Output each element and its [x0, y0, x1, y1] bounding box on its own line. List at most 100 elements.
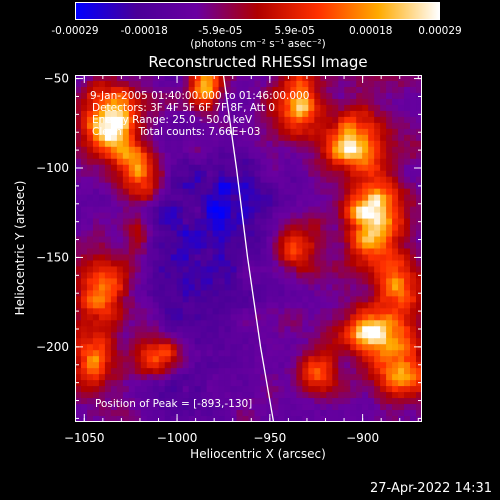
- heatmap-cell: [314, 362, 321, 369]
- heatmap-cell: [86, 152, 94, 160]
- heatmap-cell: [170, 416, 178, 422]
- heatmap-cell: [122, 128, 130, 136]
- heatmap-cell: [338, 410, 345, 417]
- heatmap-cell: [218, 236, 225, 243]
- heatmap-cell: [116, 170, 124, 178]
- heatmap-cell: [200, 374, 208, 381]
- heatmap-cell: [86, 176, 94, 184]
- heatmap-cell: [86, 116, 94, 124]
- heatmap-cell: [164, 374, 172, 381]
- heatmap-cell: [260, 338, 267, 345]
- heatmap-cell: [206, 86, 213, 94]
- heatmap-cell: [392, 338, 399, 345]
- heatmap-cell: [320, 266, 327, 273]
- heatmap-cell: [236, 320, 243, 327]
- heatmap-cell: [170, 206, 178, 213]
- heatmap-cell: [248, 368, 255, 375]
- heatmap-cell: [146, 362, 154, 369]
- heatmap-cell: [92, 182, 100, 190]
- heatmap-cell: [182, 104, 190, 112]
- heatmap-cell: [290, 236, 297, 243]
- heatmap-cell: [398, 380, 405, 387]
- heatmap-cell: [284, 134, 291, 142]
- heatmap-cell: [212, 75, 219, 82]
- heatmap-cell: [236, 98, 243, 106]
- heatmap-cell: [164, 314, 172, 321]
- heatmap-cell: [410, 122, 417, 130]
- heatmap-cell: [176, 182, 184, 190]
- heatmap-cell: [176, 122, 184, 130]
- heatmap-cell: [368, 134, 375, 142]
- heatmap-cell: [206, 134, 213, 142]
- heatmap-cell: [344, 314, 351, 321]
- heatmap-cell: [398, 374, 405, 381]
- heatmap-cell: [368, 362, 375, 369]
- heatmap-cell: [380, 182, 387, 190]
- heatmap-cell: [194, 134, 202, 142]
- heatmap-cell: [218, 194, 225, 202]
- heatmap-cell: [206, 230, 213, 237]
- heatmap-cell: [410, 302, 417, 309]
- heatmap-cell: [116, 158, 124, 166]
- heatmap-cell: [146, 92, 154, 100]
- heatmap-cell: [86, 368, 94, 375]
- heatmap-cell: [356, 314, 363, 321]
- heatmap-cell: [308, 254, 315, 261]
- heatmap-cell: [332, 290, 339, 297]
- heatmap-cell: [230, 404, 237, 411]
- heatmap-cell: [134, 404, 142, 411]
- heatmap-cell: [248, 242, 255, 249]
- heatmap-cell: [398, 110, 405, 118]
- heatmap-cell: [308, 350, 315, 357]
- heatmap-cell: [236, 338, 243, 345]
- heatmap-cell: [194, 260, 202, 267]
- heatmap-cell: [86, 308, 94, 315]
- heatmap-cell: [344, 110, 351, 118]
- heatmap-cell: [128, 128, 136, 136]
- heatmap-cell: [284, 176, 291, 184]
- heatmap-cell: [98, 92, 106, 100]
- heatmap-cell: [206, 248, 213, 255]
- heatmap-cell: [368, 272, 375, 279]
- heatmap-cell: [416, 344, 422, 351]
- heatmap-cell: [104, 284, 112, 291]
- heatmap-cell: [356, 284, 363, 291]
- heatmap-cell: [188, 116, 196, 124]
- heatmap-cell: [296, 326, 303, 333]
- heatmap-cell: [122, 164, 130, 172]
- heatmap-cell: [206, 314, 213, 321]
- heatmap-cell: [86, 332, 94, 339]
- heatmap-cell: [158, 236, 166, 243]
- heatmap-cell: [170, 140, 178, 148]
- heatmap-cell: [146, 314, 154, 321]
- heatmap-cell: [266, 128, 273, 136]
- heatmap-cell: [254, 75, 261, 82]
- heatmap-cell: [80, 386, 88, 393]
- heatmap-cell: [176, 398, 184, 405]
- heatmap-cell: [320, 374, 327, 381]
- heatmap-cell: [140, 152, 148, 160]
- heatmap-cell: [122, 320, 130, 327]
- heatmap-cell: [386, 170, 393, 178]
- heatmap-cell: [75, 302, 82, 309]
- heatmap-cell: [278, 116, 285, 124]
- heatmap-cell: [122, 386, 130, 393]
- heatmap-cell: [236, 206, 243, 213]
- heatmap-cell: [146, 170, 154, 178]
- heatmap-cell: [122, 266, 130, 273]
- heatmap-cell: [320, 344, 327, 351]
- heatmap-cell: [158, 75, 166, 82]
- heatmap-cell: [290, 146, 297, 154]
- heatmap-cell: [230, 194, 237, 202]
- heatmap-cell: [356, 224, 363, 231]
- heatmap-cell: [266, 320, 273, 327]
- heatmap-cell: [104, 212, 112, 219]
- heatmap-cell: [308, 248, 315, 255]
- heatmap-cell: [338, 296, 345, 303]
- heatmap-cell: [140, 296, 148, 303]
- heatmap-cell: [146, 296, 154, 303]
- heatmap-cell: [152, 326, 160, 333]
- heatmap-cell: [344, 272, 351, 279]
- heatmap-cell: [242, 404, 249, 411]
- heatmap-cell: [248, 194, 255, 202]
